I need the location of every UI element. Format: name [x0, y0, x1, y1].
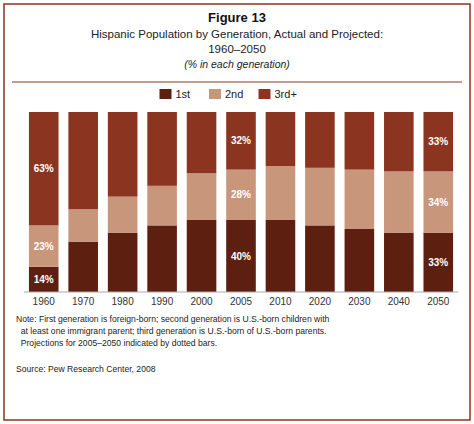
legend-swatch — [160, 89, 172, 99]
x-tick-label: 1960 — [33, 296, 56, 307]
data-label: 32% — [231, 135, 251, 146]
x-tick-label: 2020 — [309, 296, 332, 307]
legend-swatch — [209, 89, 221, 99]
divider — [12, 82, 462, 83]
note: Note: First generation is foreign-born; … — [16, 314, 330, 348]
bar-segment — [147, 112, 177, 186]
legend-label: 2nd — [225, 88, 243, 100]
data-label: 14% — [34, 274, 54, 285]
legend-label: 3rd+ — [275, 88, 297, 100]
data-label: 63% — [34, 163, 54, 174]
x-tick-label: 2010 — [269, 296, 292, 307]
bar-segment — [29, 225, 59, 266]
data-label: 33% — [428, 136, 448, 147]
legend: 1st 2nd 3rd+ — [160, 88, 297, 100]
bar-segment — [345, 112, 375, 170]
data-label: 23% — [34, 241, 54, 252]
bar-segment — [266, 220, 296, 292]
bar-segment — [187, 112, 217, 173]
bar-segment — [423, 171, 453, 232]
bar-segment — [384, 233, 414, 292]
bar-segment — [29, 112, 59, 225]
bar-segment — [226, 170, 256, 220]
x-tick-label: 2000 — [190, 296, 213, 307]
data-labels: 14% 23% 63% 40% 28% 32% 33% 34% 33% — [34, 135, 449, 285]
x-tick-label: 2030 — [348, 296, 371, 307]
x-axis — [24, 292, 458, 293]
bar-segment — [147, 186, 177, 226]
bars — [29, 112, 453, 292]
bar-segment — [345, 170, 375, 229]
bar-segment — [266, 166, 296, 220]
bar-segment — [384, 171, 414, 232]
bar-segment — [423, 233, 453, 292]
x-tick-label: 1980 — [112, 296, 135, 307]
bar-segment — [423, 112, 453, 171]
bar-segment — [305, 112, 335, 168]
bar-segment — [147, 225, 177, 292]
bar-segment — [384, 112, 414, 171]
legend-label: 1st — [176, 88, 191, 100]
border — [4, 4, 470, 420]
bar-segment — [68, 242, 98, 292]
bar-segment — [305, 225, 335, 292]
x-tick-label: 2040 — [388, 296, 411, 307]
bar-segment — [345, 229, 375, 292]
title: Figure 13 — [208, 10, 266, 25]
bar-segment — [226, 220, 256, 292]
bar-segment — [305, 168, 335, 226]
bar-segment — [68, 209, 98, 241]
bar-segment — [187, 173, 217, 220]
subtitle: 1960–2050 — [208, 43, 266, 55]
data-label: 33% — [428, 257, 448, 268]
bar-segment — [266, 112, 296, 166]
bar-segment — [226, 112, 256, 170]
legend-swatch — [259, 89, 271, 99]
x-tick-label: 2050 — [427, 296, 450, 307]
bar-segment — [108, 233, 138, 292]
subtitle: Hispanic Population by Generation, Actua… — [91, 28, 383, 40]
chart: Figure 13 Hispanic Population by Generati… — [0, 0, 474, 424]
bar-segment — [187, 220, 217, 292]
bar-segment — [108, 197, 138, 233]
x-tick-label: 2005 — [230, 296, 253, 307]
data-label: 34% — [428, 197, 448, 208]
x-tick-label: 1990 — [151, 296, 174, 307]
bar-segment — [108, 112, 138, 197]
background — [0, 0, 474, 424]
data-label: 40% — [231, 251, 251, 262]
bar-segment — [68, 112, 98, 209]
subtitle: (% in each generation) — [184, 58, 290, 70]
x-tick-label: 1970 — [72, 296, 95, 307]
bar-segment — [29, 267, 59, 292]
data-label: 28% — [231, 189, 251, 200]
source: Source: Pew Research Center, 2008 — [16, 364, 156, 374]
